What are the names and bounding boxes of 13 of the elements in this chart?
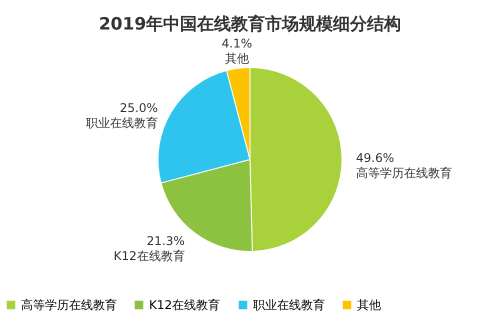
chart-title: 2019年中国在线教育市场规模细分结构 — [98, 13, 402, 34]
data-label: 49.6% — [356, 151, 394, 166]
legend-label: 高等学历在线教育 — [21, 298, 117, 312]
data-label: 4.1% — [222, 36, 252, 50]
data-label: 25.0% — [120, 101, 158, 116]
data-label: 21.3% — [146, 234, 185, 248]
legend-label: K12在线教育 — [149, 298, 220, 312]
slice-label: 其他 — [224, 51, 249, 66]
legend-label: 其他 — [357, 298, 381, 312]
slice-label: K12在线教育 — [114, 249, 185, 264]
slice-label: 职业在线教育 — [86, 116, 158, 130]
slice-label: 高等学历在线教育 — [356, 166, 452, 180]
legend-label: 职业在线教育 — [253, 298, 325, 312]
